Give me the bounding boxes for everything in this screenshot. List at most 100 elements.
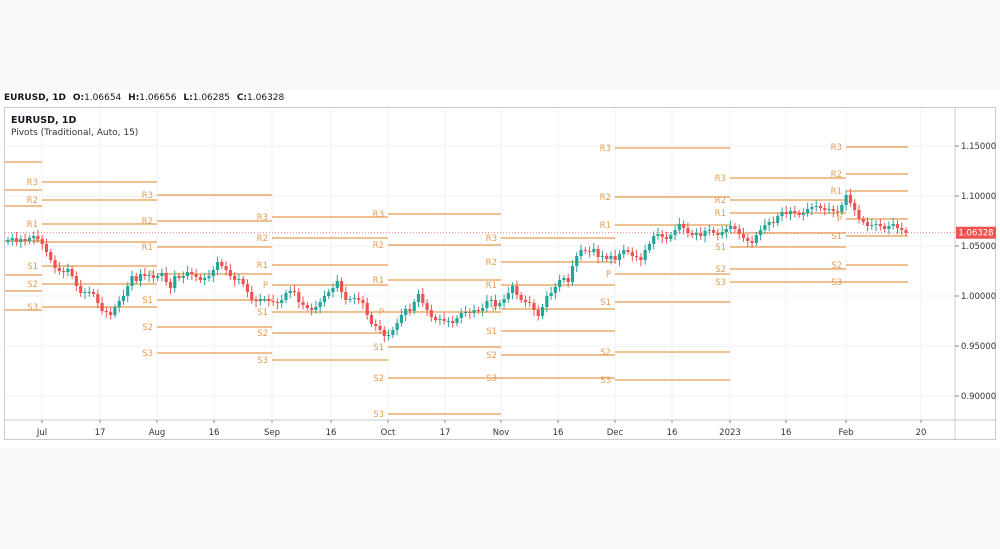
- candle-down: [224, 266, 228, 270]
- candle-down: [861, 219, 865, 222]
- candle-down: [301, 302, 305, 305]
- candle-down: [245, 284, 250, 292]
- candle-down: [493, 300, 498, 306]
- candle-up: [121, 296, 126, 301]
- pivot-label-s3: S3: [600, 376, 611, 386]
- candle-up: [438, 319, 442, 320]
- candle-down: [523, 300, 528, 302]
- candle-up: [622, 250, 626, 254]
- ohlc-legend: EURUSD, 1D O:1.06654 H:1.06656 L:1.06285…: [4, 93, 284, 103]
- candle-up: [352, 298, 356, 299]
- pivot-label-s1: S1: [831, 232, 842, 242]
- candle-up: [489, 300, 493, 301]
- candle-down: [690, 233, 694, 235]
- candle-down: [275, 302, 279, 303]
- candle-up: [502, 299, 506, 303]
- close-value: 1.06328: [247, 93, 285, 103]
- candle-down: [96, 294, 100, 303]
- candle-down: [741, 234, 746, 238]
- high-value: 1.06656: [139, 93, 177, 103]
- candle-up: [694, 233, 699, 235]
- candle-down: [305, 305, 309, 308]
- last-price-label: 1.06328: [958, 229, 993, 239]
- series-title: EURUSD, 1D: [11, 115, 77, 126]
- candle-down: [190, 272, 194, 274]
- candle-up: [643, 250, 647, 260]
- candle-up: [83, 292, 87, 293]
- candle-down: [233, 276, 237, 280]
- candle-up: [404, 309, 408, 315]
- last-price-badge: [956, 226, 996, 239]
- pivot-label-r2: R2: [600, 193, 611, 203]
- candle-down: [476, 310, 480, 311]
- candle-down: [660, 234, 664, 237]
- candle-up: [562, 278, 566, 280]
- candle-up: [870, 225, 874, 226]
- candle-down: [361, 300, 365, 303]
- candle-up: [348, 299, 352, 300]
- candle-up: [386, 335, 391, 336]
- candle-down: [566, 278, 570, 282]
- pivot-label-r2: R2: [27, 196, 38, 206]
- candle-up: [677, 224, 681, 230]
- candle-up: [472, 310, 476, 313]
- candle-up: [720, 232, 724, 235]
- candle-up: [203, 278, 207, 280]
- pivot-label-s3: S3: [373, 410, 384, 420]
- candle-up: [211, 270, 215, 276]
- candle-down: [626, 250, 630, 252]
- pivot-label-p: P: [379, 308, 384, 318]
- candle-up: [840, 205, 844, 212]
- candle-up: [130, 276, 134, 286]
- candle-down: [91, 292, 96, 294]
- candle-up: [87, 292, 91, 293]
- candle-up: [609, 256, 613, 259]
- candle-down: [143, 274, 147, 276]
- candle-up: [647, 244, 652, 250]
- candles: [6, 188, 908, 343]
- candle-down: [40, 239, 44, 244]
- candle-down: [716, 233, 720, 235]
- candle-up: [391, 330, 395, 335]
- candle-up: [280, 300, 284, 303]
- candle-down: [292, 291, 297, 292]
- pivot-label-s1: S1: [600, 298, 611, 308]
- candle-up: [827, 209, 831, 210]
- candle-up: [138, 274, 143, 281]
- candle-down: [515, 286, 519, 295]
- candle-down: [831, 209, 835, 211]
- bottom-background: [0, 448, 1000, 549]
- candle-up: [703, 231, 707, 236]
- candle-up: [617, 254, 622, 260]
- close-key: C:: [236, 93, 248, 103]
- pivot-label-s3: S3: [142, 349, 153, 359]
- price-axis-label: 1.00000: [961, 292, 996, 302]
- candle-up: [570, 266, 575, 282]
- candle-down: [835, 211, 840, 212]
- pivot-label-r2: R2: [257, 234, 268, 244]
- candle-up: [412, 302, 416, 311]
- candle-down: [451, 321, 455, 323]
- candle-down: [900, 228, 904, 230]
- time-axis-label: Jul: [36, 428, 47, 438]
- candle-down: [848, 195, 853, 203]
- candle-up: [113, 307, 117, 315]
- price-axis-label: 1.15000: [961, 142, 996, 152]
- candle-up: [874, 224, 878, 225]
- candle-up: [147, 275, 151, 276]
- candle-down: [895, 224, 900, 228]
- candle-up: [810, 207, 814, 209]
- pivot-label-s1: S1: [257, 308, 268, 318]
- pivot-label-s2: S2: [373, 374, 384, 384]
- pivot-label-s3: S3: [831, 278, 842, 288]
- candle-down: [44, 244, 49, 252]
- candle-up: [724, 229, 728, 232]
- candle-up: [66, 269, 70, 272]
- candle-down: [750, 241, 754, 243]
- candle-up: [780, 212, 784, 216]
- candle-down: [904, 230, 908, 233]
- indicator-title[interactable]: Pivots (Traditional, Auto, 15): [11, 128, 139, 138]
- candle-down: [228, 270, 232, 276]
- candle-up: [729, 226, 733, 229]
